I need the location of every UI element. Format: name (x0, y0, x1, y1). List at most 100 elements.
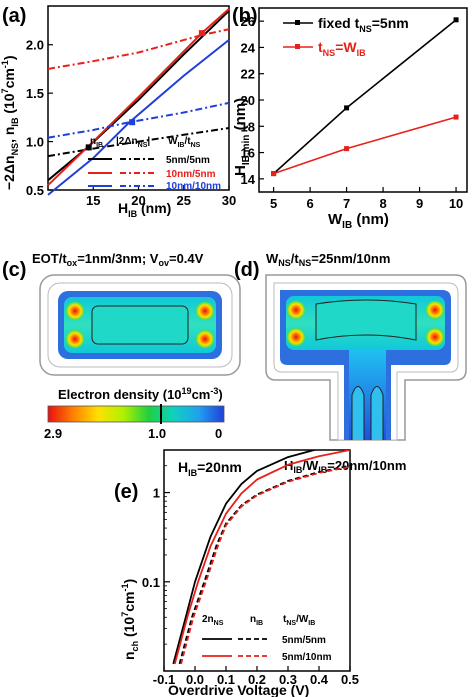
legend-e-col1: 2nNS (202, 614, 224, 627)
svg-text:HIB,min (nm): HIB,min (nm) (232, 98, 252, 176)
ytick-label-b-3: 20 (241, 93, 255, 108)
channel-c-contour (91, 305, 189, 345)
series-b-0 (273, 19, 457, 175)
hotspot-c-br (195, 329, 215, 349)
ytick-label-a-2: 1.5 (26, 86, 44, 101)
ytick-label-e-0: 0.1 (142, 575, 160, 590)
hotspot-d-br (425, 327, 445, 347)
point-b-0-2 (453, 17, 459, 23)
colorbar-tick-min: 0 (215, 426, 222, 441)
gate-outline-c-outer (39, 274, 241, 376)
xtick-label-e-5: 0.4 (310, 672, 329, 687)
density-map-c: EOT/tox=1nm/3nm; Vov=0.4V (32, 251, 241, 376)
chart-e: -0.1 0.0 0.1 0.2 0.3 0.4 0.5 0.1 1 HIB=20nm Over… (120, 449, 359, 697)
series-e-3 (180, 465, 350, 665)
ytick-label-a-1: 1.0 (26, 135, 44, 150)
legend-e-row1: 5nm/5nm (282, 635, 326, 646)
legend-e-col3: tNS/WIB (283, 614, 315, 627)
chart-a-xlabel: HIB (nm) (118, 200, 171, 219)
legend-b-label-2: tNS=WIB (318, 39, 366, 58)
xtick-label-e-2: 0.1 (217, 672, 235, 687)
chart-a-ylabel: −2ΔnNS, nIB (107cm-1) (0, 56, 20, 191)
chart-e-legend: 2nNS nIB tNS/WIB 5nm/5nm 5nm/10nm (202, 614, 332, 663)
panel-label-c: (c) (2, 259, 26, 281)
ytick-label-b-0: 14 (241, 172, 256, 187)
colorbar: Electron density (1019cm-3) 2.9 1.0 0 (44, 386, 225, 441)
colorbar-tick-mid: 1.0 (148, 426, 166, 441)
xtick-label-a-2: 25 (177, 193, 191, 208)
point-b-1-0 (271, 171, 277, 177)
chart-b: 5 6 7 8 9 10 14 16 18 20 22 24 26 WIB (nm) HIB,min (… (232, 7, 468, 231)
chart-e-ylabel: nch (107cm-1) (120, 579, 140, 660)
ytick-label-b-6: 26 (241, 14, 255, 29)
legend-a-row2: 10nm/5nm (166, 169, 216, 180)
marker-a-2 (198, 30, 205, 37)
ytick-label-e-1: 1 (153, 486, 160, 501)
chart-b-ylabel: HIB,min (nm) (232, 98, 252, 176)
colorbar-title: Electron density (1019cm-3) (58, 386, 223, 402)
hotspot-c-tl (65, 301, 85, 321)
hotspot-d-tl (286, 300, 306, 320)
legend-a-row3: 10nm/10nm (166, 181, 221, 192)
marker-a-1 (129, 119, 136, 126)
panel-label-b: (b) (232, 5, 258, 27)
xtick-label-e-1: 0.0 (186, 672, 204, 687)
legend-a-col3: WIB/tNS (168, 136, 201, 149)
stem-contour-right (370, 386, 384, 440)
svg-text:nch (107cm-1): nch (107cm-1) (120, 579, 140, 660)
xtick-label-e-0: -0.1 (153, 672, 175, 687)
colorbar-gradient (47, 405, 225, 423)
legend-e-row2: 5nm/10nm (282, 652, 332, 663)
hotspot-c-tr (195, 301, 215, 321)
panel-label-d: (d) (234, 259, 260, 281)
point-b-1-1 (344, 146, 350, 152)
marker-a-0 (85, 144, 92, 151)
legend-e-col2: nIB (250, 614, 263, 627)
hotspot-d-bl (286, 327, 306, 347)
xtick-label-b-3: 8 (379, 196, 386, 211)
series-e-1 (178, 464, 350, 665)
chart-b-xlabel: WIB (nm) (328, 211, 389, 231)
ytick-label-a-3: 2.0 (26, 38, 44, 53)
colorbar-tick-max: 2.9 (44, 426, 62, 441)
channel-d-contour (315, 299, 417, 341)
panel-label-a: (a) (2, 5, 26, 27)
xtick-label-e-3: 0.2 (248, 672, 266, 687)
svg-text:−2ΔnNS, nIB (107cm-1): −2ΔnNS, nIB (107cm-1) (0, 56, 20, 191)
chart-b-legend: fixed tNS=5nm tNS=WIB (283, 15, 409, 58)
series-a-1 (47, 127, 230, 158)
legend-a-col1: nIB (90, 136, 103, 149)
series-b-1 (273, 116, 457, 175)
legend-a-row1: 5nm/5nm (166, 155, 210, 166)
panel-label-e: (e) (114, 481, 138, 503)
chart-e-annotation: HIB=20nm (178, 459, 242, 478)
xtick-label-a-1: 20 (131, 193, 145, 208)
point-b-1-2 (453, 114, 459, 120)
legend-b-marker-red (295, 44, 300, 49)
series-a-5 (47, 101, 230, 139)
legend-b-marker-black (295, 20, 300, 25)
xtick-label-b-4: 9 (416, 196, 423, 211)
point-b-0-1 (344, 105, 350, 111)
panel-d-title: WNS/tNS=25nm/10nm (266, 251, 390, 268)
ytick-label-a-0: 0.5 (26, 183, 44, 198)
chart-e-xlabel: Overdrive Voltage (V) (168, 682, 309, 697)
ytick-label-b-4: 22 (241, 67, 255, 82)
ytick-label-b-5: 24 (241, 40, 256, 55)
chart-a-legend: nIB |2ΔnNS| WIB/tNS 5nm/5nm 10nm/5nm 10n… (88, 136, 221, 192)
series-e-2 (173, 450, 350, 665)
ytick-label-b-1: 16 (241, 146, 255, 161)
ytick-label-b-2: 18 (241, 119, 255, 134)
density-map-d: WNS/tNS=25nm/10nm HIB/WIB=20nm/10nm (265, 251, 467, 475)
hotspot-c-bl (65, 329, 85, 349)
series-a-2 (47, 8, 230, 186)
xtick-label-e-6: 0.5 (341, 672, 359, 687)
series-e-0 (172, 450, 318, 665)
series-a-3 (47, 28, 230, 70)
legend-a-col2: |2ΔnNS| (116, 136, 150, 149)
panel-c-title: EOT/tox=1nm/3nm; Vov=0.4V (32, 251, 204, 268)
gate-outline-d-outer (265, 274, 467, 441)
hotspot-d-tr (425, 300, 445, 320)
xtick-label-b-5: 10 (449, 196, 463, 211)
